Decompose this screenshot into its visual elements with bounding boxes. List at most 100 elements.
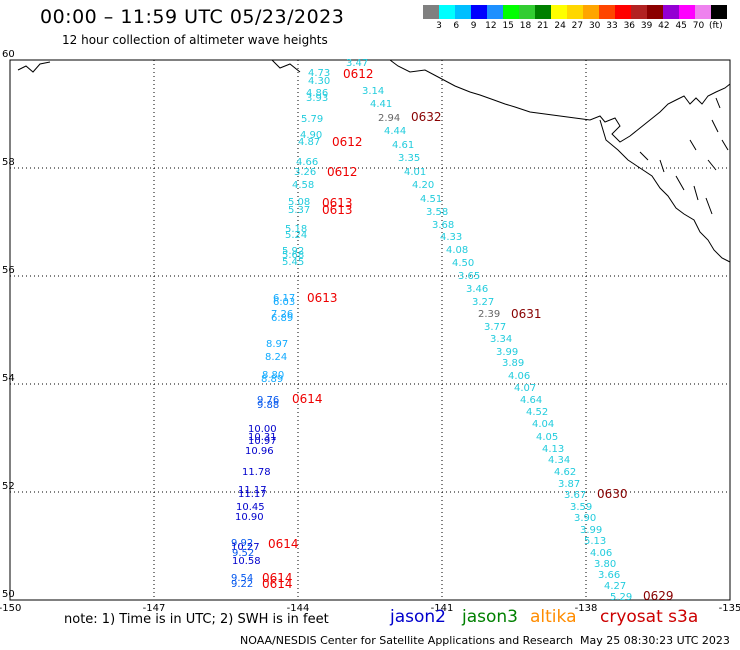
wave-height-value: 4.41 xyxy=(370,99,392,110)
wave-height-value: 3.46 xyxy=(466,284,488,295)
wave-height-value: 3.34 xyxy=(490,334,512,345)
color-swatch xyxy=(647,5,663,19)
latitude-tick-label: 58 xyxy=(2,157,15,168)
wave-height-value: 5.18 xyxy=(285,224,307,235)
latitude-tick-label: 56 xyxy=(2,265,15,276)
wave-height-value: 5.24 xyxy=(285,230,307,241)
pass-time-label: 0614 xyxy=(268,537,299,551)
wave-height-value: 5.92 xyxy=(282,246,304,257)
wave-height-value: 4.07 xyxy=(514,383,536,394)
latitude-tick-label: 60 xyxy=(2,49,15,60)
page-subtitle: 12 hour collection of altimeter wave hei… xyxy=(62,33,328,47)
wave-height-value: 3.47 xyxy=(346,58,368,69)
color-scale-label: 18 xyxy=(519,21,532,31)
longitude-tick-label: -135 xyxy=(719,603,740,614)
color-scale-label: 33 xyxy=(606,21,618,31)
wave-height-value: 4.73 xyxy=(308,68,330,79)
color-swatch xyxy=(695,5,711,19)
wave-height-value: 3.80 xyxy=(594,559,616,570)
wave-height-value: 8.89 xyxy=(261,374,283,385)
credit-line: NOAA/NESDIS Center for Satellite Applica… xyxy=(240,634,574,647)
wave-height-value: 4.20 xyxy=(412,180,434,191)
wave-height-value: 3.77 xyxy=(484,322,506,333)
color-scale-label: 36 xyxy=(623,21,636,31)
wave-height-value: 5.13 xyxy=(584,536,606,547)
color-swatch xyxy=(455,5,471,19)
cryosat-track-values: 3.14 4.41 2.94 4.44 4.61 3.35 4.01 4.20 4.51 3.58… xyxy=(362,86,632,603)
longitude-tick-label: -144 xyxy=(287,603,310,614)
color-scale-label: 45 xyxy=(675,21,687,31)
wave-height-value: 10.97 xyxy=(248,436,277,447)
footer-note: note: 1) Time is in UTC; 2) SWH is in fe… xyxy=(64,612,329,627)
longitude-tick-label: -150 xyxy=(0,603,21,614)
color-swatch xyxy=(519,5,535,19)
wave-height-value: 4.86 xyxy=(306,88,328,99)
wave-height-value: 4.33 xyxy=(440,232,462,243)
color-swatch xyxy=(679,5,695,19)
color-swatch xyxy=(615,5,631,19)
pass-time-label: 0612 xyxy=(332,135,363,149)
wave-height-value: 4.13 xyxy=(542,444,564,455)
wave-height-value: 4.08 xyxy=(446,245,468,256)
wave-height-value: 5.37 xyxy=(288,205,310,216)
map-frame xyxy=(9,59,731,601)
wave-height-value: 3.93 xyxy=(306,93,328,104)
color-scale-label: 39 xyxy=(640,21,653,31)
coastline-panhandle xyxy=(599,97,731,263)
wave-height-value: 9.76 xyxy=(257,395,279,406)
wave-height-value: 9.92 xyxy=(231,538,253,549)
wave-height-value: 4.87 xyxy=(298,137,320,148)
wave-height-value: 5.45 xyxy=(282,257,304,268)
wave-height-value: 3.65 xyxy=(458,271,480,282)
wave-height-value: 9.52 xyxy=(232,548,254,559)
wave-height-value: 4.30 xyxy=(308,76,330,87)
wave-height-value: 3.59 xyxy=(570,502,592,513)
jason-track-values: 3.47 4.734.304.863.93 5.79 4.904.87 4.663.26… xyxy=(231,58,368,590)
color-scale-legend xyxy=(423,5,727,19)
color-scale-label: 9 xyxy=(470,21,477,31)
wave-height-value: 11.78 xyxy=(242,467,271,478)
color-scale-label: 6 xyxy=(453,21,460,31)
wave-height-value: 10.90 xyxy=(235,512,264,523)
wave-height-value: 4.66 xyxy=(296,157,318,168)
wave-height-value: 11.17 xyxy=(238,489,267,500)
wave-height-value: 10.00 xyxy=(248,424,277,435)
latitude-tick-label: 50 xyxy=(2,589,15,600)
wave-height-value: 4.50 xyxy=(452,258,474,269)
color-scale-label: 30 xyxy=(588,21,601,31)
wave-height-value: 3.99 xyxy=(496,347,518,358)
wave-height-value: 8.97 xyxy=(266,339,288,350)
color-scale-label: 21 xyxy=(537,21,549,31)
pass-time-label: 0612 xyxy=(343,67,374,81)
pass-time-label: 0612 xyxy=(327,165,358,179)
wave-height-value: 10.27 xyxy=(231,542,260,553)
wave-height-value: 3.99 xyxy=(580,525,602,536)
wave-height-value: 4.06 xyxy=(590,548,612,559)
wave-height-value: 6.03 xyxy=(273,297,295,308)
color-scale-labels: 3 6 9 12 15 18 21 24 27 30 33 36 39 42 45 70 (ft) xyxy=(423,21,740,35)
color-swatch xyxy=(439,5,455,19)
latitude-tick-label: 54 xyxy=(2,373,15,384)
wave-height-value: 4.61 xyxy=(392,140,414,151)
page-title: 00:00 – 11:59 UTC 05/23/2023 xyxy=(40,6,345,28)
color-swatch xyxy=(423,5,439,19)
color-swatch xyxy=(551,5,567,19)
color-scale-label: 15 xyxy=(502,21,514,31)
wave-height-value: 4.27 xyxy=(604,581,626,592)
longitude-tick-label: -147 xyxy=(143,603,166,614)
pass-time-label: 0632 xyxy=(411,110,442,124)
wave-height-value: 5.79 xyxy=(301,114,323,125)
axis-labels: -150 -147 -144 -141 -138 -135 60 58 56 54 52 50 xyxy=(0,49,740,614)
wave-height-value: 4.44 xyxy=(384,126,406,137)
generated-timestamp: May 25 08:30:23 UTC 2023 xyxy=(580,634,730,647)
color-scale-label: 27 xyxy=(571,21,584,31)
color-swatch xyxy=(711,5,727,19)
color-scale-label: 70 xyxy=(692,21,705,31)
wave-height-value: 3.67 xyxy=(564,490,586,501)
wave-height-value: 10.58 xyxy=(232,556,261,567)
wave-height-value: 3.89 xyxy=(502,358,524,369)
wave-height-value: 9.22 xyxy=(231,579,253,590)
pass-time-label: 0629 xyxy=(643,589,674,603)
wave-height-value: 3.87 xyxy=(558,479,580,490)
